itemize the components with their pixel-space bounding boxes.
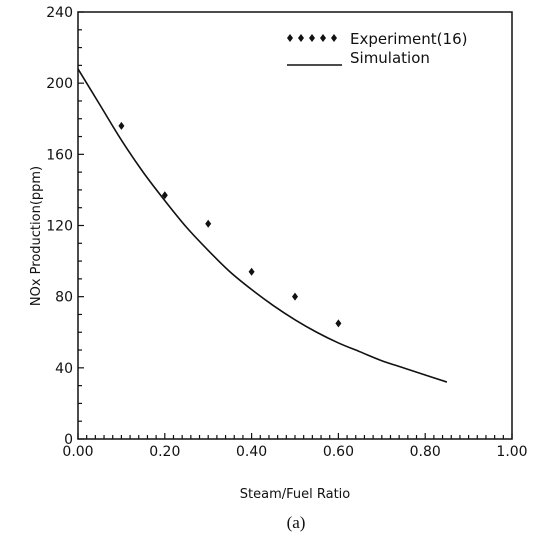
experiment-point (205, 219, 212, 228)
experiment-point (292, 292, 298, 301)
x-tick-label: 0.00 (62, 444, 93, 460)
ticks (77, 11, 513, 440)
experiment-point (335, 319, 342, 328)
legend-experiment-marker (320, 34, 326, 42)
experiment-point (248, 267, 255, 276)
simulation-line (77, 68, 448, 383)
legend: Experiment(16)Simulation (287, 30, 467, 67)
experiment-point (118, 121, 125, 130)
y-tick-label: 160 (46, 147, 73, 163)
y-tick-label: 80 (55, 290, 73, 306)
x-axis-title: Steam/Fuel Ratio (240, 487, 351, 502)
y-tick-label: 240 (46, 5, 73, 21)
plot-frame (77, 11, 513, 440)
y-tick-label: 40 (55, 361, 73, 377)
legend-experiment-label: Experiment(16) (350, 30, 467, 48)
figure-caption: (a) (287, 513, 306, 532)
legend-experiment-marker (309, 34, 315, 42)
x-tick-label: 0.20 (149, 444, 180, 460)
legend-simulation-label: Simulation (350, 49, 430, 67)
x-tick-label: 0.60 (323, 444, 354, 460)
marks (77, 68, 448, 383)
x-tick-label: 0.80 (410, 444, 441, 460)
experiment-point (161, 191, 168, 200)
y-tick-label: 120 (46, 219, 73, 235)
legend-experiment-marker (298, 34, 304, 42)
tick-labels: 0.00 0.20 0.40 0.60 0.80 1.00 0 40 80 120 160 200 24… (46, 5, 527, 460)
legend-experiment-marker (287, 34, 293, 42)
axes (77, 11, 513, 440)
x-tick-label: 1.00 (496, 444, 527, 460)
y-axis-title: NOx Production(ppm) (29, 166, 44, 306)
x-tick-label: 0.40 (236, 444, 267, 460)
y-tick-label: 0 (64, 432, 73, 448)
y-tick-label: 200 (46, 76, 73, 92)
legend-experiment-marker (331, 34, 337, 42)
